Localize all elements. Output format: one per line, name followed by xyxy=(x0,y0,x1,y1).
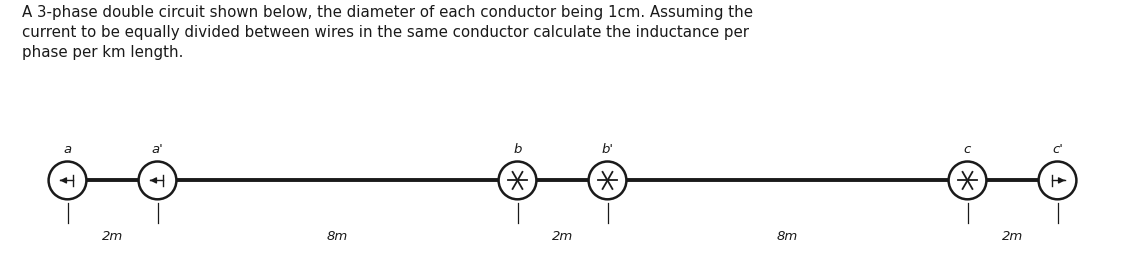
Text: b: b xyxy=(513,143,522,156)
Text: c: c xyxy=(964,143,971,156)
Text: 2m: 2m xyxy=(1002,230,1023,243)
Circle shape xyxy=(1038,162,1077,199)
Text: 2m: 2m xyxy=(552,230,573,243)
Circle shape xyxy=(948,162,987,199)
Text: A 3-phase double circuit shown below, the diameter of each conductor being 1cm. : A 3-phase double circuit shown below, th… xyxy=(22,5,754,60)
Text: c': c' xyxy=(1052,143,1063,156)
Text: 2m: 2m xyxy=(102,230,123,243)
Circle shape xyxy=(48,162,87,199)
Circle shape xyxy=(498,162,537,199)
Circle shape xyxy=(588,162,627,199)
Text: a': a' xyxy=(152,143,163,156)
Text: 8m: 8m xyxy=(327,230,348,243)
Text: 8m: 8m xyxy=(777,230,798,243)
Circle shape xyxy=(138,162,177,199)
Text: a: a xyxy=(63,143,72,156)
Text: b': b' xyxy=(602,143,613,156)
